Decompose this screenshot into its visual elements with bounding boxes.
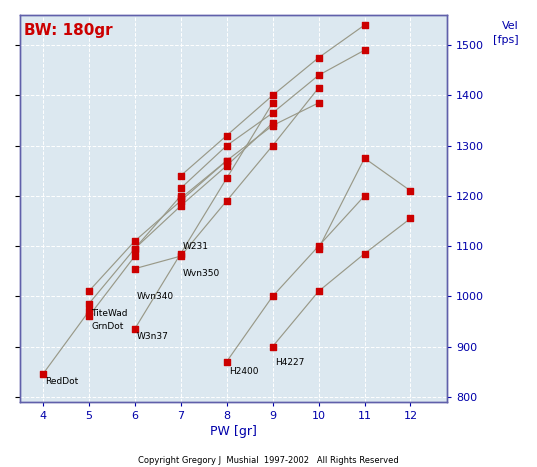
Point: [84, 308, 93, 315]
Point: [360, 46, 369, 54]
Point: [406, 187, 415, 195]
Text: H2400: H2400: [229, 367, 258, 375]
Point: [314, 242, 323, 250]
Point: [222, 358, 231, 365]
Point: [360, 250, 369, 257]
Point: [314, 54, 323, 62]
Text: W231: W231: [183, 242, 209, 251]
Point: [360, 21, 369, 29]
Point: [130, 245, 139, 252]
Point: [314, 245, 323, 252]
Point: [268, 109, 277, 117]
Point: [177, 172, 185, 179]
Point: [130, 265, 139, 272]
Point: [130, 237, 139, 245]
Point: [360, 155, 369, 162]
Point: [177, 197, 185, 205]
Point: [84, 300, 93, 308]
Point: [268, 343, 277, 350]
Point: [222, 142, 231, 149]
Point: [130, 325, 139, 333]
Point: [314, 288, 323, 295]
Point: [268, 122, 277, 129]
Point: [177, 202, 185, 210]
Point: [360, 192, 369, 199]
Point: [222, 175, 231, 182]
Text: [fps]: [fps]: [492, 35, 518, 45]
Text: Copyright Gregory J  Mushial  1997-2002   All Rights Reserved: Copyright Gregory J Mushial 1997-2002 Al…: [138, 456, 399, 465]
Point: [177, 192, 185, 199]
Point: [222, 157, 231, 164]
Text: H4227: H4227: [275, 358, 304, 367]
Point: [268, 119, 277, 127]
Text: RedDot: RedDot: [45, 377, 78, 386]
Point: [268, 99, 277, 106]
Text: GrnDot: GrnDot: [91, 322, 124, 332]
Point: [268, 292, 277, 300]
Point: [268, 92, 277, 99]
Point: [177, 252, 185, 260]
Point: [177, 195, 185, 202]
Point: [177, 184, 185, 192]
Point: [314, 71, 323, 79]
Point: [222, 162, 231, 170]
Text: Wvn350: Wvn350: [183, 269, 220, 278]
Point: [268, 142, 277, 149]
Point: [130, 252, 139, 260]
Point: [406, 215, 415, 222]
Text: BW: 180gr: BW: 180gr: [24, 23, 113, 38]
Point: [39, 370, 47, 378]
Point: [130, 245, 139, 252]
Point: [84, 313, 93, 320]
Text: W3n37: W3n37: [137, 333, 169, 341]
Point: [222, 132, 231, 139]
Text: TiteWad: TiteWad: [91, 309, 128, 318]
Point: [314, 99, 323, 106]
Point: [222, 197, 231, 205]
Point: [84, 288, 93, 295]
Point: [222, 157, 231, 164]
X-axis label: PW [gr]: PW [gr]: [210, 425, 257, 438]
Point: [177, 250, 185, 257]
Point: [314, 84, 323, 92]
Text: Vel: Vel: [502, 21, 518, 31]
Text: Wvn340: Wvn340: [137, 292, 174, 301]
